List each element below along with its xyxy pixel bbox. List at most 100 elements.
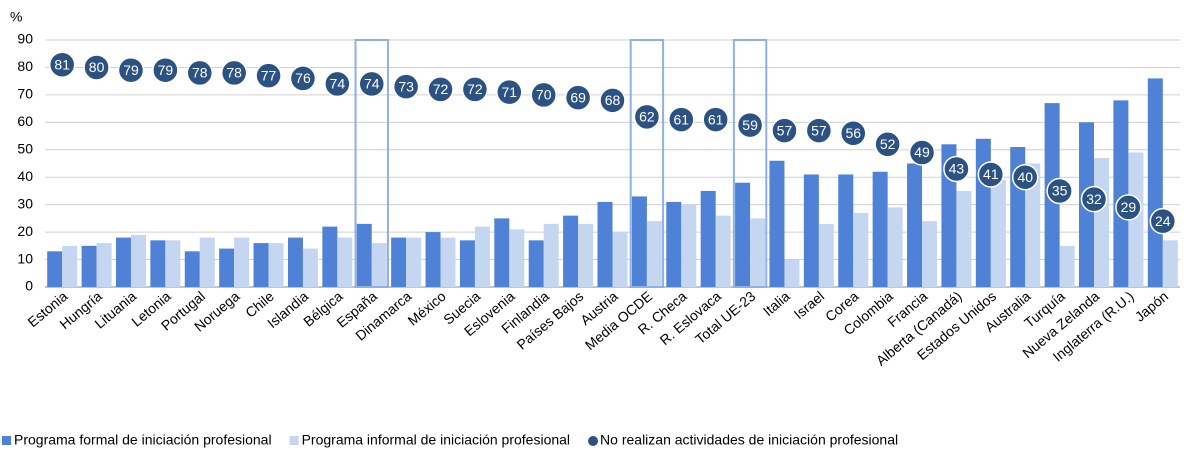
dot: [840, 120, 867, 147]
bar: [646, 221, 662, 287]
bar: [253, 243, 269, 287]
bar: [459, 240, 475, 287]
dot-label: 77: [261, 67, 277, 83]
dot: [943, 155, 970, 183]
dot: [805, 117, 833, 144]
bar: [1094, 158, 1110, 287]
dot-label: 81: [54, 56, 70, 72]
dot-label: 57: [777, 122, 793, 138]
bar: [818, 223, 834, 287]
dot: [496, 78, 523, 106]
dot: [1115, 194, 1142, 221]
dot: [908, 139, 936, 166]
dot: [1149, 207, 1177, 235]
dot-label: 61: [708, 111, 724, 127]
dot-label: 73: [398, 78, 414, 94]
bar: [975, 138, 991, 287]
dot-label: 74: [364, 76, 380, 92]
dot-label: 62: [639, 109, 655, 125]
legend-swatch: [2, 436, 11, 445]
dot: [530, 81, 557, 109]
x-tick-label: Japón: [1132, 288, 1172, 325]
dot: [324, 70, 351, 98]
highlight-box: [354, 39, 389, 288]
dot-label: 43: [949, 161, 965, 177]
bar: [337, 237, 353, 287]
dot: [1046, 177, 1073, 205]
bar: [1162, 240, 1178, 287]
y-tick-label: 90: [17, 31, 33, 47]
highlight-box: [732, 39, 768, 288]
dot: [83, 54, 110, 81]
dot: [186, 59, 214, 87]
dot-label: 57: [811, 122, 827, 138]
dot-label: 72: [467, 81, 483, 97]
dot: [1080, 185, 1108, 213]
dot-label: 41: [983, 166, 999, 182]
dot-label: 40: [1017, 169, 1033, 185]
y-tick-label: 80: [17, 58, 33, 74]
x-tick-label: Israel: [791, 288, 828, 322]
bar: [494, 218, 510, 287]
dot-label: 80: [89, 59, 105, 75]
dot: [771, 117, 798, 144]
bar: [371, 243, 387, 287]
bar: [956, 190, 972, 287]
bar: [302, 248, 318, 287]
dot: [461, 76, 489, 103]
bar: [784, 259, 800, 287]
bar: [234, 237, 250, 287]
dot-label: 69: [570, 89, 586, 105]
dot: [977, 161, 1005, 188]
dot-label: 79: [123, 62, 139, 78]
dot-label: 52: [880, 136, 896, 152]
bar: [1128, 152, 1144, 287]
bar: [700, 190, 716, 287]
bar: [907, 163, 923, 287]
dot: [874, 131, 901, 158]
highlight-box: [629, 39, 665, 288]
x-tick-label: México: [405, 288, 449, 329]
bar: [81, 245, 97, 287]
dot-label: 71: [502, 84, 518, 100]
dot-label: 61: [673, 111, 689, 127]
dot-label: 78: [226, 65, 242, 81]
dot: [220, 59, 248, 87]
dot: [564, 84, 592, 111]
y-axis-label: %: [10, 9, 22, 25]
bar: [838, 174, 854, 287]
dot-label: 74: [330, 76, 346, 92]
y-tick-label: 0: [25, 278, 33, 294]
bar: [440, 237, 456, 287]
bar: [543, 223, 559, 287]
dot-label: 29: [1121, 199, 1137, 215]
bar: [666, 201, 682, 287]
dot: [702, 106, 729, 133]
bar: [391, 237, 407, 287]
bar: [219, 248, 235, 287]
dot-label: 59: [742, 117, 758, 133]
bar: [425, 232, 441, 287]
bar: [715, 215, 731, 287]
legend-label: Programa informal de iniciación profesio…: [302, 432, 570, 448]
dot-label: 76: [295, 70, 311, 86]
dot: [668, 106, 695, 133]
bar: [612, 232, 628, 287]
bar: [287, 237, 303, 287]
dot-label: 35: [1052, 183, 1068, 199]
legend-label: No realizan actividades de iniciación pr…: [600, 432, 898, 448]
bar: [1147, 78, 1163, 287]
y-tick-label: 60: [17, 113, 33, 129]
dot: [289, 65, 317, 92]
bar: [1059, 245, 1075, 287]
bar: [96, 243, 112, 287]
dot-label: 49: [914, 144, 930, 160]
dot: [599, 87, 626, 114]
bar: [750, 218, 766, 287]
bar: [597, 201, 613, 287]
bar: [165, 240, 181, 287]
bar: [769, 160, 785, 287]
bar: [184, 251, 200, 287]
bar: [322, 226, 338, 287]
